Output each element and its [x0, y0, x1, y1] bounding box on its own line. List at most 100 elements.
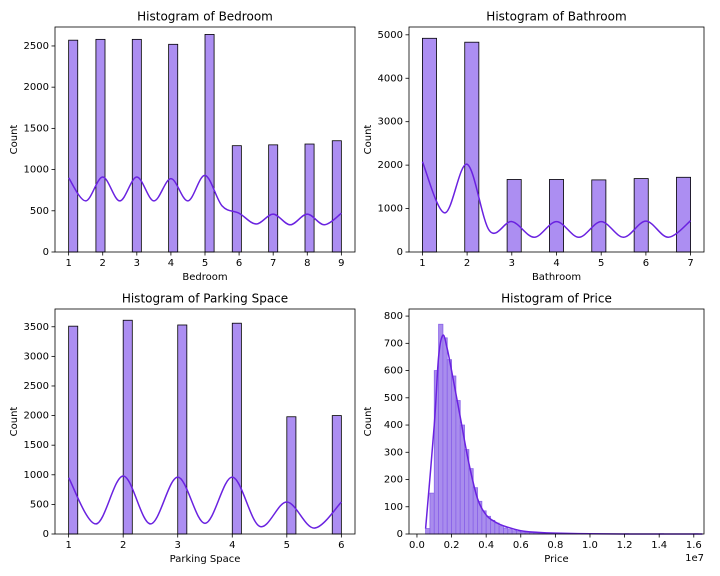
y-tick-label: 1000 [24, 165, 49, 176]
x-tick-label: 4 [229, 540, 235, 551]
histogram-bar [442, 337, 448, 535]
y-tick-label: 300 [384, 447, 403, 458]
y-tick-label: 400 [384, 420, 403, 431]
x-tick-label: 2 [464, 258, 470, 269]
y-axis-label: Count [363, 407, 374, 437]
histogram-bar [511, 530, 517, 535]
x-tick-label: 0.8 [547, 540, 563, 551]
chart-title: Histogram of Parking Space [122, 292, 288, 306]
kde-line [68, 174, 342, 226]
histogram-bar [268, 144, 279, 253]
x-tick-label: 8 [304, 258, 310, 269]
histogram-bar [231, 322, 242, 535]
histogram-bar [455, 400, 461, 535]
histogram-bar [494, 522, 500, 535]
histogram-bar [231, 145, 242, 253]
histogram-bar [591, 179, 607, 253]
y-tick-label: 1000 [24, 470, 49, 481]
x-tick-label: 1 [65, 540, 71, 551]
y-tick-label: 100 [384, 502, 403, 513]
y-tick-label: 1500 [24, 440, 49, 451]
y-tick-label: 600 [384, 366, 403, 377]
y-tick-label: 2000 [24, 411, 49, 422]
histogram-bar [507, 529, 513, 535]
x-tick-label: 4 [553, 258, 559, 269]
panel: 0.0 0.2 0.4 0.6 0.8 1.0 1.2 1.4 1.6 0 100 200 300 400… [363, 292, 705, 565]
histogram-bar [425, 528, 431, 535]
histogram-bar [503, 527, 509, 535]
histogram-bar [68, 39, 79, 253]
y-tick-label: 1000 [378, 204, 403, 215]
y-tick-label: 3000 [24, 351, 49, 362]
x-tick-label: 3 [509, 258, 515, 269]
y-axis-label: Count [9, 125, 20, 155]
x-tick-label: 6 [643, 258, 649, 269]
axes-frame [54, 308, 356, 535]
x-axis-label: Bathroom [532, 272, 581, 283]
y-axis-label: Count [9, 407, 20, 437]
histogram-bar [131, 38, 142, 253]
x-tick-label: 1 [419, 258, 425, 269]
x-tick-label: 5 [284, 540, 290, 551]
y-tick-label: 500 [384, 393, 403, 404]
y-tick-label: 2500 [24, 381, 49, 392]
y-tick-label: 2500 [24, 41, 49, 52]
x-tick-label: 0.6 [513, 540, 529, 551]
histogram-bar [446, 359, 452, 535]
histogram-bar [490, 519, 496, 535]
x-tick-label: 3 [134, 258, 140, 269]
y-tick-label: 0 [43, 529, 49, 540]
histogram-bar [464, 41, 480, 253]
histogram-bar [549, 179, 564, 253]
y-tick-label: 1500 [24, 123, 49, 134]
y-tick-label: 3000 [378, 117, 403, 128]
x-axis-label: Price [544, 554, 568, 565]
chart-title: Histogram of Price [501, 292, 612, 306]
kde-line [67, 475, 342, 529]
chart-title: Histogram of Bedroom [137, 10, 273, 24]
x-tick-label: 2 [100, 258, 106, 269]
panel: 1 2 3 4 5 6 0 500 1000 1500 2000 2500 3000 3500 Histog… [9, 292, 356, 565]
histogram-bar [498, 525, 504, 535]
y-tick-label: 5000 [378, 30, 403, 41]
axes-frame [408, 308, 705, 535]
histogram-bar [68, 325, 79, 535]
x-offset-label: 1e7 [685, 553, 704, 564]
x-tick-label: 7 [687, 258, 693, 269]
histogram-bar [95, 38, 106, 253]
x-axis-label: Parking Space [170, 554, 241, 565]
histogram-bar [451, 375, 457, 535]
y-tick-label: 4000 [378, 73, 403, 84]
x-tick-label: 0.0 [409, 540, 425, 551]
y-tick-label: 700 [384, 338, 403, 349]
x-tick-label: 1.2 [617, 540, 633, 551]
histogram-bar [676, 176, 691, 253]
histogram-bar [122, 319, 133, 535]
histogram-bar [204, 34, 215, 253]
histogram-bar [429, 492, 435, 535]
histogram-bar [286, 416, 297, 535]
panel: 1 2 3 4 5 6 7 0 1000 2000 3000 4000 5000 Histogram of… [363, 10, 705, 283]
x-tick-label: 2 [120, 540, 126, 551]
histogram-bar [422, 37, 437, 253]
y-tick-label: 0 [43, 247, 49, 258]
x-tick-label: 4 [168, 258, 174, 269]
x-tick-label: 1 [65, 258, 71, 269]
y-tick-label: 2000 [24, 82, 49, 93]
y-tick-label: 0 [397, 247, 403, 258]
x-tick-label: 1.4 [651, 540, 667, 551]
x-tick-label: 0.2 [444, 540, 460, 551]
histogram-bar [459, 424, 465, 535]
histogram-bar [168, 43, 179, 253]
x-tick-label: 6 [338, 540, 344, 551]
x-tick-label: 9 [338, 258, 344, 269]
x-tick-label: 1.6 [686, 540, 702, 551]
histogram-bar [177, 324, 188, 535]
x-tick-label: 1.0 [582, 540, 598, 551]
histogram-bar [331, 140, 342, 253]
y-tick-label: 3500 [24, 322, 49, 333]
x-tick-label: 5 [598, 258, 604, 269]
y-axis-label: Count [363, 125, 374, 155]
x-tick-label: 0.4 [478, 540, 494, 551]
